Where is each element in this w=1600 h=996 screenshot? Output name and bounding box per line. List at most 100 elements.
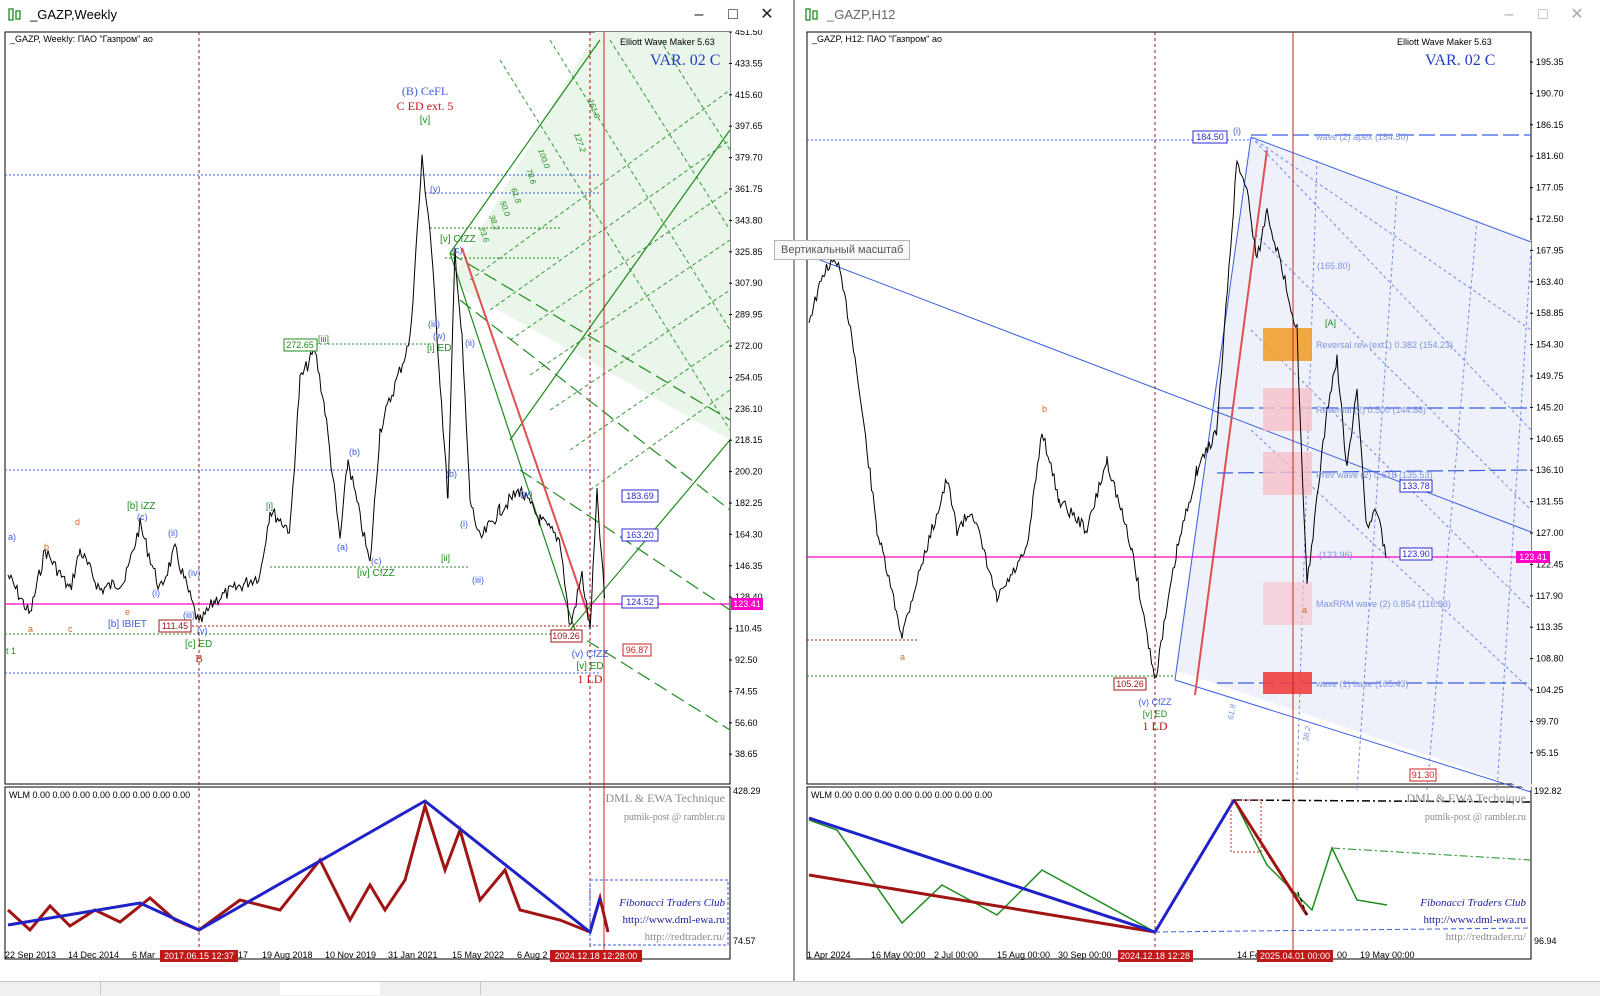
wave-label-v-top: [v] bbox=[420, 115, 431, 126]
price-axis-tick-label: 56.60 bbox=[735, 718, 758, 728]
redtrader-url[interactable]: http://redtrader.ru/ bbox=[645, 931, 726, 943]
svg-text:19 May 00:00: 19 May 00:00 bbox=[1360, 950, 1415, 960]
price-axis-tick-label: 38.65 bbox=[735, 749, 758, 759]
ewm-title: Elliott Wave Maker 5.63 bbox=[1397, 37, 1492, 47]
weekly-chart-window[interactable]: _GAZP,Weekly – □ ✕ bbox=[0, 0, 795, 995]
price-axis-tick-label: 379.70 bbox=[735, 153, 763, 163]
fib-grid-lines bbox=[469, 39, 731, 491]
chart-tab-1[interactable] bbox=[0, 982, 101, 995]
price-axis-tick-label: 190.70 bbox=[1536, 88, 1564, 98]
svg-text:(iv): (iv) bbox=[520, 489, 533, 499]
svg-text:(c): (c) bbox=[371, 556, 382, 566]
svg-text:124.52: 124.52 bbox=[626, 597, 654, 607]
h12-chart-window[interactable]: _GAZP,H12 – □ ✕ bbox=[797, 0, 1600, 995]
chart-app-icon bbox=[8, 8, 21, 21]
chart-tab-3[interactable] bbox=[280, 982, 381, 995]
time-highlight-2025 bbox=[1257, 950, 1333, 962]
price-box-184: 184.50 bbox=[1192, 130, 1228, 144]
dml-title: DML & EWA Technique bbox=[606, 791, 725, 805]
maximize-button[interactable]: □ bbox=[1538, 6, 1548, 23]
svg-text:(iii): (iii) bbox=[428, 319, 440, 329]
svg-text:17: 17 bbox=[238, 950, 248, 960]
wlm-base bbox=[1154, 927, 1532, 933]
weekly-window-title: _GAZP,Weekly bbox=[30, 7, 117, 22]
minimize-button[interactable]: – bbox=[1504, 6, 1514, 23]
svg-text:10 Nov 2019: 10 Nov 2019 bbox=[325, 950, 376, 960]
price-axis-tick-label: 140.65 bbox=[1536, 434, 1564, 444]
price-axis-tick-label: 451.50 bbox=[735, 30, 763, 37]
svg-text:Prev wave (2) 0.618 (135.53): Prev wave (2) 0.618 (135.53) bbox=[1316, 470, 1433, 480]
orange-wave-labels: b d a c e bbox=[28, 517, 130, 634]
redtrader-url[interactable]: http://redtrader.ru/ bbox=[1446, 931, 1527, 943]
slope-labels: 61.8 38.2 bbox=[1226, 703, 1313, 742]
price-axis-tick-label: 127.00 bbox=[1536, 528, 1564, 538]
price-axis-tick-label: 128.40 bbox=[735, 592, 763, 602]
dml-url[interactable]: http://www.dml-ewa.ru bbox=[622, 914, 725, 926]
symbol-header: _GAZP, H12: ПАО "Газпром" ао bbox=[811, 34, 942, 44]
indicator-axis-top: 428.29 bbox=[733, 786, 761, 796]
price-axis-tick-label: 158.85 bbox=[1536, 308, 1564, 318]
chart-tab-4[interactable] bbox=[380, 982, 481, 995]
price-axis-tick-label: 218.15 bbox=[735, 435, 763, 445]
price-axis[interactable]: 451.50 433.55 415.60 397.65 379.70 361.75 343.… bbox=[729, 30, 763, 759]
dml-url[interactable]: http://www.dml-ewa.ru bbox=[1423, 914, 1526, 926]
weekly-titlebar[interactable]: _GAZP,Weekly – □ ✕ bbox=[0, 0, 793, 31]
svg-text:(165.80): (165.80) bbox=[1317, 261, 1351, 271]
svg-text:15 Aug 00:00: 15 Aug 00:00 bbox=[997, 950, 1050, 960]
time-highlight-2024-label: 2024.12.18 12:28 bbox=[1120, 951, 1190, 961]
price-axis-tick-label: 182.25 bbox=[735, 498, 763, 508]
weekly-price-chart[interactable]: _GAZP, Weekly: ПАО "Газпром" ао Elliott … bbox=[0, 30, 793, 981]
price-axis[interactable]: 195.35 190.70 186.15 181.60 177.05 172.50 167.… bbox=[1530, 57, 1564, 758]
time-highlight-2024 bbox=[1118, 950, 1193, 962]
wave-label-v-ed: [v] ED bbox=[576, 661, 603, 672]
weekly-price-series bbox=[7, 154, 605, 630]
wlm-projection bbox=[1296, 889, 1308, 916]
price-axis-tick-label: 108.80 bbox=[1536, 654, 1564, 664]
svg-text:(i): (i) bbox=[460, 519, 468, 529]
time-highlight-2017-label: 2017.06.15 12:37 bbox=[164, 951, 234, 961]
svg-text:183.69: 183.69 bbox=[626, 491, 654, 501]
svg-text:96.87: 96.87 bbox=[626, 645, 649, 655]
variant-label: VAR. 02 C bbox=[1425, 52, 1495, 69]
svg-text:(iii): (iii) bbox=[183, 610, 195, 620]
price-axis-tick-label: 131.55 bbox=[1536, 497, 1564, 507]
fib-club: Fibonacci Traders Club bbox=[1419, 897, 1526, 909]
price-axis-tick-label: 113.35 bbox=[1536, 622, 1563, 632]
wlm-green-dash bbox=[1331, 847, 1532, 861]
time-axis[interactable]: 22 Sep 2013 14 Dec 2014 6 Mar 17 19 Aug … bbox=[5, 950, 548, 960]
price-axis-tick-label: 164.30 bbox=[735, 529, 763, 539]
price-axis-tick-label: 397.65 bbox=[735, 121, 763, 131]
price-axis-tick-label: 99.70 bbox=[1536, 716, 1559, 726]
wave-label-1-ld: 1 LD bbox=[578, 672, 603, 686]
wlm-zone bbox=[589, 879, 729, 946]
indicator-pane-frame bbox=[4, 786, 731, 960]
indicator-axis-bottom: 96.94 bbox=[1534, 936, 1557, 946]
close-button[interactable]: ✕ bbox=[1570, 6, 1584, 23]
svg-text:(i): (i) bbox=[1233, 126, 1241, 136]
h12-window-title: _GAZP,H12 bbox=[827, 7, 896, 22]
time-highlight-2024 bbox=[550, 950, 642, 962]
chart-tab-2[interactable] bbox=[180, 982, 281, 995]
maximize-button[interactable]: □ bbox=[728, 6, 738, 23]
svg-text:111.45: 111.45 bbox=[162, 621, 188, 631]
h12-price-chart[interactable]: _GAZP, H12: ПАО "Газпром" ао Elliott Wav… bbox=[797, 30, 1600, 981]
price-axis-tick-label: 145.20 bbox=[1536, 402, 1564, 412]
price-axis-tick-label: 186.15 bbox=[1536, 120, 1564, 130]
minimize-button[interactable]: – bbox=[694, 6, 704, 23]
price-axis-tick-label: 289.95 bbox=[735, 310, 763, 320]
price-box-91: 91.30 bbox=[1409, 768, 1437, 782]
price-axis-tick-label: 195.35 bbox=[1536, 57, 1564, 67]
svg-text:1 Apr 2024: 1 Apr 2024 bbox=[807, 950, 851, 960]
price-axis-tick-label: 117.90 bbox=[1536, 591, 1563, 601]
price-axis-tick-label: 325.85 bbox=[735, 247, 763, 257]
wave-label-ii-g: [ii] bbox=[441, 553, 450, 563]
svg-text:c: c bbox=[68, 624, 73, 634]
price-axis-tick-label: 181.60 bbox=[1536, 151, 1564, 161]
close-button[interactable]: ✕ bbox=[760, 6, 774, 23]
svg-text:19 Aug 2018: 19 Aug 2018 bbox=[262, 950, 313, 960]
svg-text:(w): (w) bbox=[433, 331, 446, 341]
h12-price-series bbox=[808, 159, 1387, 679]
ewm-title: Elliott Wave Maker 5.63 bbox=[620, 37, 715, 47]
h12-titlebar[interactable]: _GAZP,H12 – □ ✕ bbox=[797, 0, 1600, 31]
svg-text:(y): (y) bbox=[430, 184, 441, 194]
